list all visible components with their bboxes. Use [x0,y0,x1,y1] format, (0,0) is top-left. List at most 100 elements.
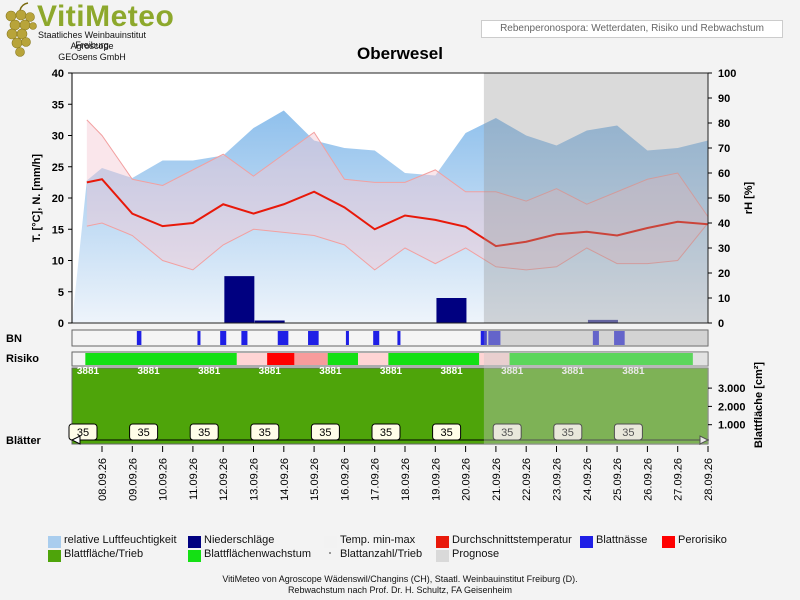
risk-value-label: 3881 [562,366,585,377]
x-axis-date-label: 15.09.26 [309,458,321,501]
legend-swatch [324,536,337,548]
legend-label: relative Luftfeuchtigkeit [64,534,177,546]
risk-value-label: 3881 [380,366,403,377]
legend-label: Blattflächenwachstum [204,548,311,560]
temperature-max-line [86,119,709,218]
legend-swatch [436,550,449,562]
leaf-wetness-mark [277,331,289,345]
forecast-overlay-main [483,73,708,323]
x-axis-date-label: 24.09.26 [582,458,594,501]
right-axis-tick-label: 50 [718,193,730,205]
forecast-overlay-lower [483,352,708,444]
legend-swatch [324,550,337,562]
risk-value-label: 3881 [622,366,645,377]
risk-segment [294,353,328,365]
chart-subject-box: Rebenperonospora: Wetterdaten, Risiko un… [481,20,783,38]
left-axis-tick-label: 20 [52,193,64,205]
logo-line-geosens: GEOsens GmbH [58,52,126,62]
right-axis-tick-label: 90 [718,93,730,105]
leaf-wetness-mark [614,331,625,345]
leaf-wetness-mark [480,331,487,345]
leaf-wetness-mark [397,331,401,345]
right-axis-tick-label: 40 [718,218,730,230]
right-axis-tick-label: 0 [718,318,724,330]
legend-swatch [580,536,593,548]
leaf-wetness-mark [592,331,599,345]
weather-risk-chart: 0 5 10 15 20 25 30 35 40 T. [°C], N. [mm/h] 0 10 20 3… [6,68,765,501]
right-axis-tick-label: 30 [718,243,730,255]
legend-swatch [436,536,449,548]
x-axis-date-label: 16.09.26 [339,458,351,501]
right-axis-tick-label: 60 [718,168,730,180]
risk-row-label: Risiko [6,353,39,365]
leaf-count-label: 35 [440,427,452,439]
risk-value-label: 3881 [137,366,160,377]
right-axis-tick-label: 10 [718,293,730,305]
risk-segment [267,353,295,365]
leaf-count-label: 35 [319,427,331,439]
leaf-area-axis-title: Blattfläche [cm²] [753,362,765,449]
legend-label: Blattfläche/Trieb [64,548,144,560]
left-axis-title: T. [°C], N. [mm/h] [31,154,43,242]
x-axis-date-label: 26.09.26 [642,458,654,501]
leaf-count-label: 35 [259,427,271,439]
precipitation-bar [587,319,618,323]
forecast-overlay-bn [483,330,708,346]
leaf-area-tick-label: 2.000 [718,401,746,413]
x-axis-date-label: 18.09.26 [400,458,412,501]
leaf-area-tick-label: 3.000 [718,383,746,395]
left-axis-tick-label: 35 [52,99,64,111]
legend-swatch [188,550,201,562]
legend-swatch [48,550,61,562]
precipitation-bar [254,320,285,323]
x-axis-date-label: 19.09.26 [430,458,442,501]
x-axis-date-label: 08.09.26 [97,458,109,501]
risk-segment [236,353,268,365]
logo-line-agroscope: Agroscope [70,41,114,51]
x-axis-date-label: 17.09.26 [370,458,382,501]
risk-segment [509,353,693,365]
x-axis-date-label: 14.09.26 [279,458,291,501]
logo-line-institute: Staatliches Weinbauinstitut Freiburg [38,30,146,50]
x-axis-date-label: 20.09.26 [461,458,473,501]
legend-swatch [48,536,61,548]
right-axis-tick-label: 70 [718,143,730,155]
temperature-minmax-band [86,119,709,270]
risk-segment [85,353,237,365]
footer-growth-model: Rebwachstum nach Prof. Dr. H. Schultz, F… [287,585,513,595]
leaf-count-label: 35 [198,427,210,439]
x-axis-date-label: 21.09.26 [491,458,503,501]
left-axis-tick-label: 25 [52,162,64,174]
leaf-wetness-mark [220,331,227,345]
right-axis-tick-label: 100 [718,68,736,80]
x-axis-date-label: 10.09.26 [158,458,170,501]
x-axis-date-label: 12.09.26 [218,458,230,501]
risk-value-label: 3881 [319,366,342,377]
grape-logo-icon [5,2,37,57]
risk-segment [479,353,510,365]
legend-label: Temp. min-max [340,534,416,546]
left-axis-tick-label: 10 [52,256,64,268]
x-axis-date-label: 27.09.26 [673,458,685,501]
timeline-start-arrow-icon [70,435,81,445]
humidity-area [72,110,708,323]
risk-value-label: 3881 [440,366,463,377]
precipitation-bar [224,276,255,323]
timeline-end-arrow-icon [699,435,710,445]
logo-wordmark: VitiMeteo [37,0,175,33]
leaf-area-tick-label: 1.000 [718,420,746,432]
risk-value-label: 3881 [501,366,524,377]
leaves-row-label: Blätter [6,435,42,447]
x-axis-date-label: 23.09.26 [552,458,564,501]
legend-swatch [188,536,201,548]
risk-value-label: 3881 [198,366,221,377]
footer-credits: VitiMeteo von Agroscope Wädenswil/Changi… [222,574,578,584]
legend-label: Durchschnittstemperatur [452,534,572,546]
leaf-count-label: 35 [562,427,574,439]
leaf-wetness-mark [308,331,319,345]
left-axis-tick-label: 40 [52,68,64,80]
leaf-count-label: 35 [501,427,513,439]
legend-label: Blattnässe [596,534,648,546]
risk-segment [388,353,480,365]
